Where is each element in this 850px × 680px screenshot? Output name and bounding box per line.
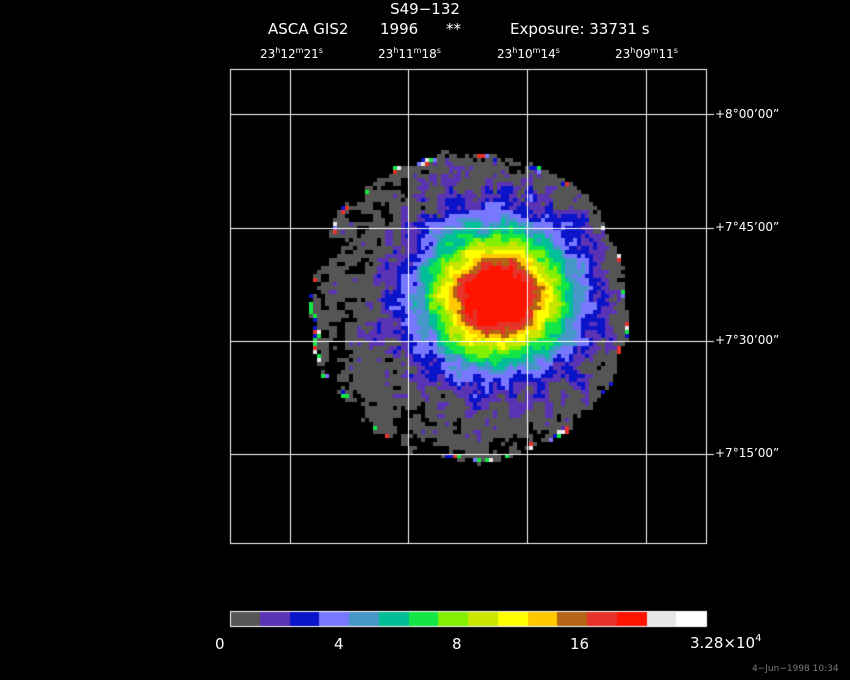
ra-tick-label: 23h09m11s <box>615 46 678 61</box>
object-title: S49−132 <box>390 0 460 18</box>
colorbar-label: 16 <box>570 635 590 653</box>
ra-tick-label: 23h12m21s <box>260 46 323 61</box>
ra-tick-label: 23h10m14s <box>497 46 560 61</box>
marker-label: ** <box>446 20 461 38</box>
dec-tick-label: +8°00’00” <box>715 107 780 121</box>
instrument-label: ASCA GIS2 <box>268 20 349 38</box>
exposure-label: Exposure: 33731 s <box>510 20 650 38</box>
timestamp: 4−Jun−1998 10:34 <box>752 664 839 674</box>
dec-tick-label: +7°45’00” <box>715 220 780 234</box>
colorbar-label: 0 <box>215 635 225 653</box>
colorbar-max-label: 3.28×104 <box>690 633 762 652</box>
year-label: 1996 <box>380 20 419 38</box>
dec-tick-label: +7°15’00” <box>715 446 780 460</box>
ra-tick-label: 23h11m18s <box>378 46 441 61</box>
colorbar-label: 8 <box>452 635 462 653</box>
colorbar-label: 4 <box>334 635 344 653</box>
dec-tick-label: +7°30’00” <box>715 333 780 347</box>
